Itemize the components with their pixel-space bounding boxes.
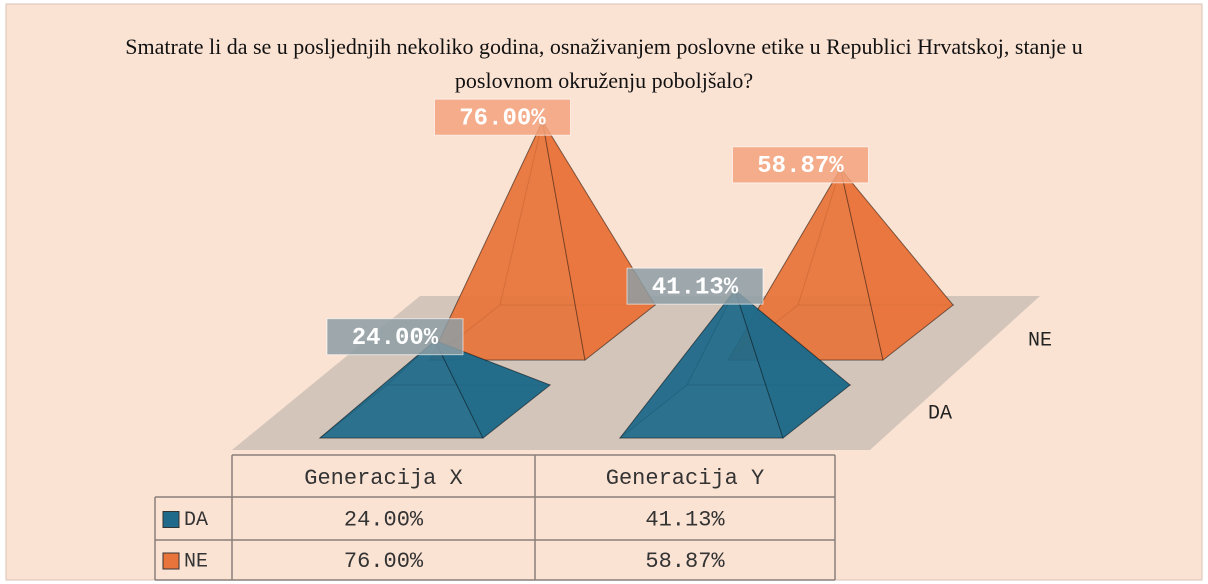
legend-label: NE	[184, 550, 208, 573]
data-label-box	[326, 318, 464, 356]
depth-label: NE	[1028, 329, 1052, 352]
legend-swatch	[162, 511, 180, 528]
legend-label: DA	[184, 509, 208, 532]
chart-title-box: Smatrate li da se u posljednjih nekoliko…	[125, 34, 1083, 93]
data-label: 24.00%	[352, 325, 439, 352]
table-cell: 58.87%	[645, 549, 725, 574]
data-label-box	[732, 146, 869, 184]
pyramid-right-face	[433, 339, 551, 439]
table-header: Generacija X	[304, 466, 462, 491]
table-header: Generacija Y	[606, 466, 764, 491]
data-label-box	[434, 98, 571, 136]
legend-swatch	[162, 552, 180, 570]
data-label: 58.87%	[757, 153, 844, 180]
table-cell: 24.00%	[344, 507, 424, 532]
pyramid	[318, 339, 552, 439]
pyramid-right-face	[840, 168, 954, 361]
data-label-box	[626, 267, 764, 305]
chart-title: Smatrate li da se u posljednjih nekoliko…	[125, 34, 1083, 93]
depth-label: DA	[928, 402, 952, 425]
table-cell: 76.00%	[344, 549, 424, 574]
data-label: 76.00%	[459, 106, 546, 133]
table-cell: 41.13%	[645, 507, 725, 532]
pyramid-right-face	[733, 288, 851, 439]
data-label: 41.13%	[652, 275, 739, 302]
pyramid	[618, 288, 852, 439]
